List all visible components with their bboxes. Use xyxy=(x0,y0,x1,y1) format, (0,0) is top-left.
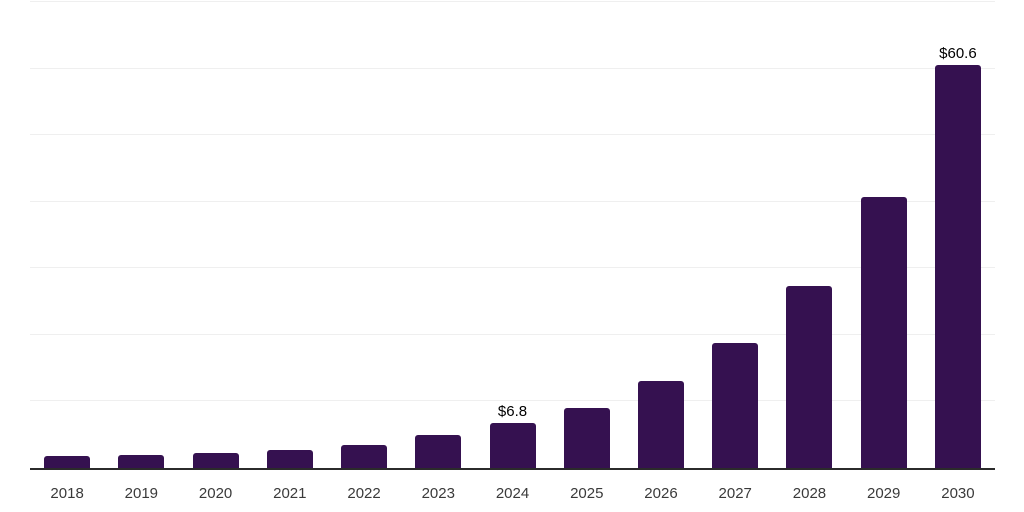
gridline xyxy=(30,1,995,2)
bar-column xyxy=(30,0,104,468)
bar-column: $60.6 xyxy=(921,0,995,468)
gridline xyxy=(30,400,995,402)
bar-2018 xyxy=(44,456,91,468)
bar-2028 xyxy=(786,285,833,468)
bars-row: $6.8 $60.6 xyxy=(30,0,995,468)
x-tick-label: 2028 xyxy=(792,485,827,502)
bar-2030 xyxy=(934,64,981,468)
bar-column xyxy=(327,0,401,468)
plot-area: $6.8 $60.6 xyxy=(30,0,995,470)
bar-2029 xyxy=(860,197,907,468)
x-tick-label: 2022 xyxy=(347,485,381,502)
x-tick-label: 2025 xyxy=(570,485,604,502)
bar-column xyxy=(698,0,772,468)
bar-2025 xyxy=(563,408,610,468)
bar-column: $6.8 xyxy=(475,0,549,468)
gridline xyxy=(30,200,995,202)
bar-column xyxy=(401,0,475,468)
x-tick-label: 2018 xyxy=(50,485,84,502)
bar-2023 xyxy=(415,435,462,468)
x-tick-label: 2030 xyxy=(941,485,975,502)
bar-2019 xyxy=(118,454,165,468)
x-tick-label: 2027 xyxy=(718,485,752,502)
gridline xyxy=(30,67,995,69)
bar-value-label: $6.8 xyxy=(497,402,528,420)
x-tick-label: 2026 xyxy=(644,485,678,502)
bar-value-label: $60.6 xyxy=(939,44,977,62)
x-tick-label: 2021 xyxy=(273,485,307,502)
bar-column xyxy=(253,0,327,468)
bar-column xyxy=(847,0,921,468)
bar-column xyxy=(104,0,178,468)
bar-column xyxy=(178,0,252,468)
bar-column xyxy=(550,0,624,468)
gridline xyxy=(30,134,995,136)
bar-2020 xyxy=(192,453,239,468)
bar-column xyxy=(772,0,846,468)
bar-2021 xyxy=(266,450,313,468)
gridline xyxy=(30,333,995,335)
x-tick-label: 2019 xyxy=(124,485,159,502)
bar-2022 xyxy=(341,444,388,468)
x-tick-label: 2029 xyxy=(867,485,901,502)
bar-2024 xyxy=(489,422,536,468)
x-axis-labels: 2018 2019 2020 2021 2022 2023 2024 2025 2026 2027… xyxy=(30,485,995,502)
gridline xyxy=(30,267,995,269)
bar-2027 xyxy=(712,342,759,468)
x-tick-label: 2024 xyxy=(495,485,530,502)
bar-column xyxy=(624,0,698,468)
x-tick-label: 2020 xyxy=(198,485,233,502)
x-tick-label: 2023 xyxy=(421,485,455,502)
bar-2026 xyxy=(637,380,684,468)
